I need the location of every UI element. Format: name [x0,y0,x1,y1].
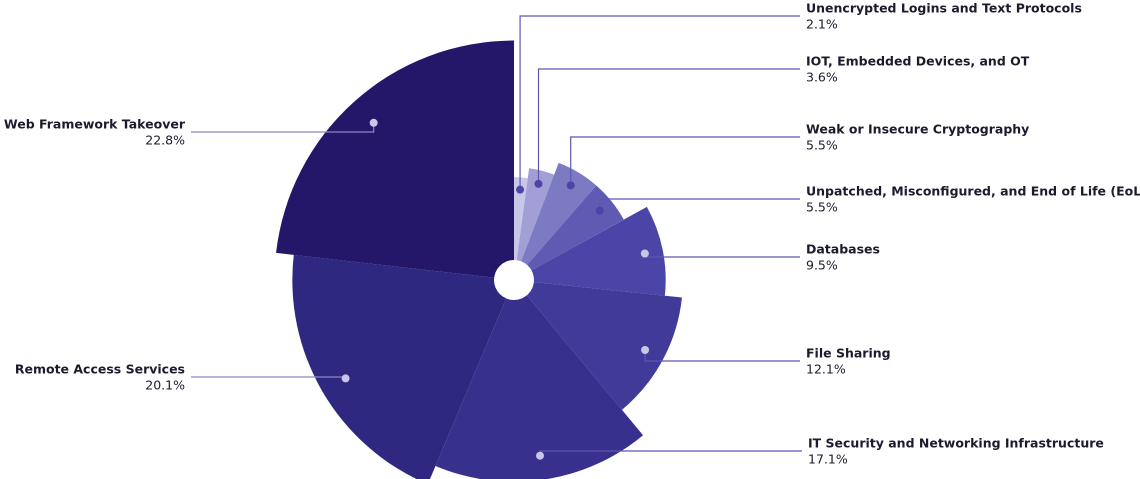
slice-name: Databases [806,242,880,257]
slice-name: Web Framework Takeover [4,117,186,132]
leader-dot [566,181,575,190]
slice-value: 2.1% [806,17,838,32]
slice-name: Weak or Insecure Cryptography [806,122,1029,137]
slice-name: Unencrypted Logins and Text Protocols [806,1,1082,16]
slice-name: Unpatched, Misconfigured, and End of Lif… [806,184,1140,199]
leader-dot [536,451,545,460]
pie-slice [514,162,597,280]
leader-line [644,350,800,362]
pie-slice [292,254,514,479]
slice-value: 9.5% [806,258,838,273]
leader-dot [369,118,378,127]
leader-line [599,198,800,211]
pie-slice [514,168,555,280]
slice-value: 22.8% [145,133,185,148]
leader-line [570,136,800,186]
leader-dot [516,185,525,194]
pie-slice [514,206,666,296]
slice-name: IOT, Embedded Devices, and OT [806,54,1030,69]
slice-value: 20.1% [145,378,185,393]
slice-value: 5.5% [806,138,838,153]
slice-value: 3.6% [806,70,838,85]
pie-slice [514,280,682,410]
leader-line [644,253,800,258]
pie-slice [435,280,644,479]
leader-line [519,15,800,190]
slice-name: Remote Access Services [15,362,185,377]
slice-name: File Sharing [806,346,891,361]
leader-dot [640,249,649,258]
slice-value: 12.1% [806,362,846,377]
leader-dot [341,374,350,383]
slice-value: 17.1% [808,452,848,467]
leader-dot [595,206,604,215]
leader-line [537,68,800,184]
leader-dot [641,346,650,355]
center-hole [494,260,534,300]
pie-slice [514,177,528,280]
pie-slice [276,40,514,280]
slice-value: 5.5% [806,200,838,215]
slice-name: IT Security and Networking Infrastructur… [808,436,1104,451]
leader-dot [534,179,543,188]
